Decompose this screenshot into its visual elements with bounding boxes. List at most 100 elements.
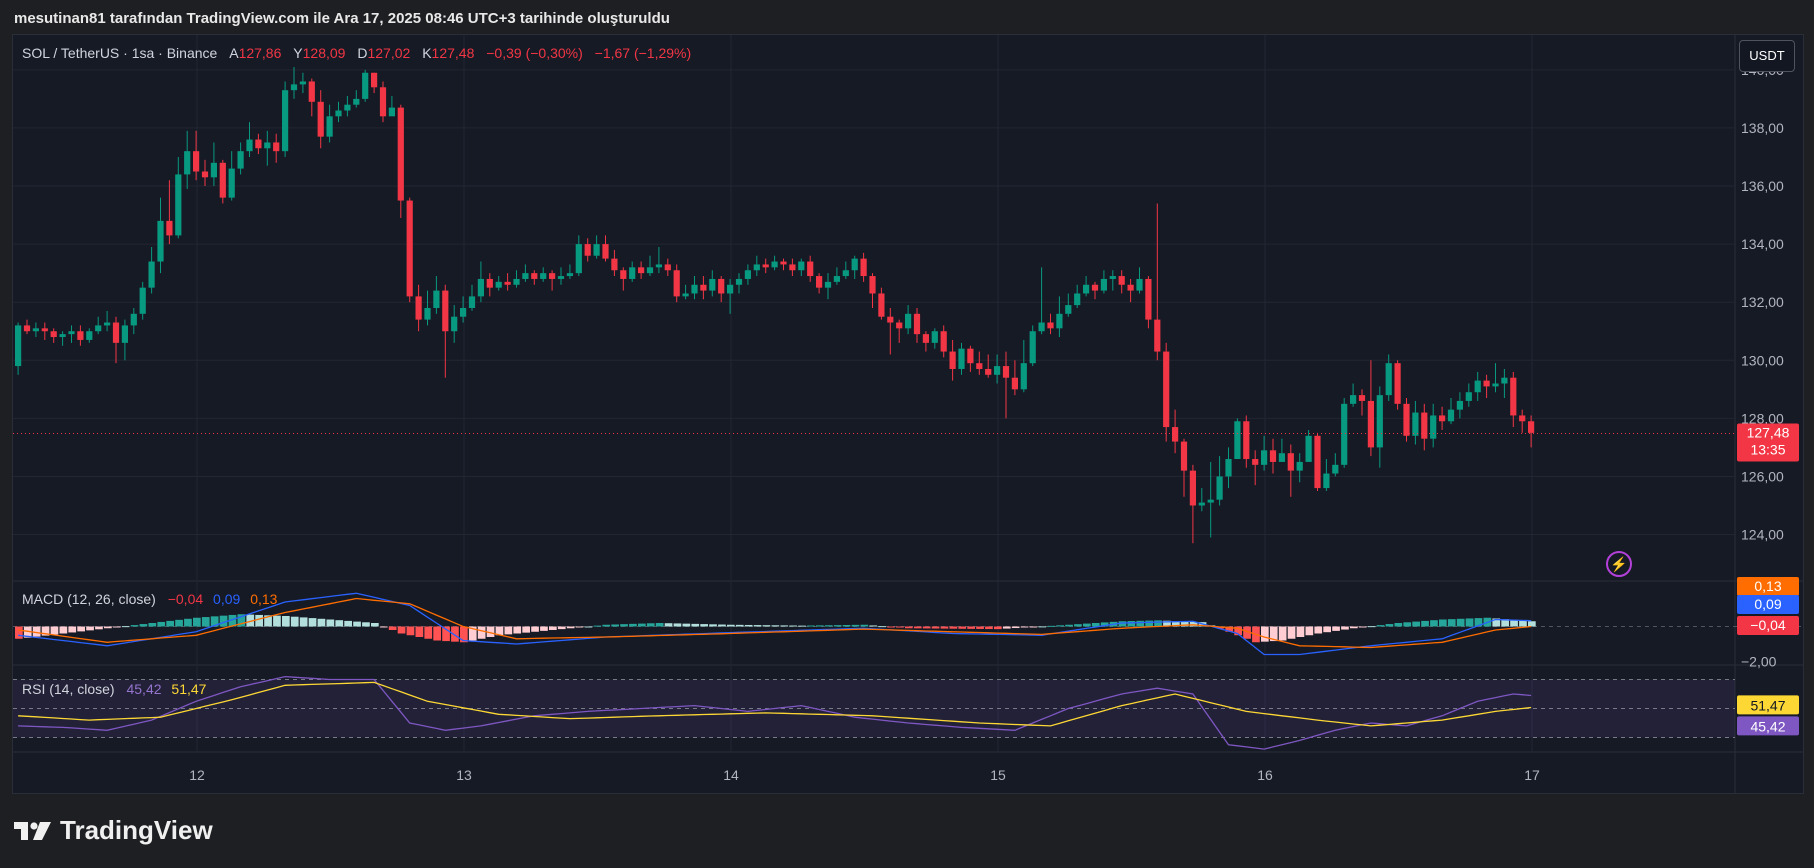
price-tick-label: 128,00	[1741, 410, 1784, 426]
chart-canvas[interactable]: 124,00 126,00 128,00 130,00 132,00 134,00 136,…	[13, 35, 1803, 793]
macd-histogram-bar	[210, 616, 219, 627]
macd-histogram-bar	[246, 614, 255, 627]
bar-countdown: 13:35	[1750, 441, 1785, 457]
macd-histogram-bar	[317, 618, 326, 627]
macd-histogram-bar	[709, 624, 717, 627]
candle-body	[611, 258, 618, 271]
candle-body	[860, 258, 867, 277]
candle-body	[460, 308, 467, 317]
symbol-title[interactable]: SOL / TetherUS · 1sa · Binance	[22, 45, 218, 61]
candle-body	[646, 267, 654, 274]
macd-histogram-bar	[371, 623, 379, 627]
candle-body	[1136, 278, 1143, 291]
candle-body	[1278, 453, 1285, 462]
macd-line	[18, 592, 1532, 656]
candle-body	[495, 281, 502, 288]
macd-histogram-bar	[557, 626, 566, 630]
macd-histogram-bar	[228, 614, 237, 627]
candle-body	[1483, 380, 1490, 387]
macd-histogram-bar	[184, 618, 192, 627]
candle-body	[940, 331, 947, 352]
candle-body	[735, 278, 743, 285]
macd-histogram-bar	[433, 626, 441, 641]
macd-histogram-bar	[1350, 626, 1358, 629]
candle-body	[896, 322, 903, 329]
macd-histogram-bar	[344, 620, 352, 627]
macd-histogram-bar	[905, 626, 913, 629]
candle-body	[130, 313, 137, 326]
macd-hist-value: −0,04	[167, 591, 204, 607]
macd-histogram-bar	[1501, 619, 1509, 627]
candle-body	[1269, 450, 1277, 462]
candle-body	[655, 264, 662, 268]
candle-body	[1261, 450, 1268, 465]
candle-body	[1216, 476, 1223, 500]
candle-body	[1083, 284, 1090, 294]
macd-histogram-bar	[86, 626, 94, 631]
rsi-legend[interactable]: RSI (14, close) 45,42 51,47	[22, 681, 206, 697]
macd-histogram-bar	[335, 620, 344, 627]
candle-body	[86, 331, 93, 340]
candle-body	[104, 322, 111, 326]
candle-body	[451, 316, 458, 332]
macd-value-badge	[1737, 595, 1799, 614]
macd-histogram-bar	[958, 626, 967, 629]
rsi-ma-line	[18, 681, 1532, 727]
candle-body	[1430, 415, 1437, 439]
candle-body	[335, 110, 342, 117]
last-price-badge	[1737, 423, 1799, 462]
chart-frame[interactable]: 124,00 126,00 128,00 130,00 132,00 134,00 136,…	[12, 34, 1804, 794]
macd-histogram-bar	[833, 625, 842, 627]
macd-histogram-bar	[1465, 618, 1474, 627]
price-tick-label: 126,00	[1741, 468, 1784, 484]
macd-histogram-bar	[1278, 626, 1287, 641]
candle-body	[50, 331, 57, 338]
candle-body	[1029, 331, 1036, 364]
candle-body	[1189, 470, 1196, 506]
high-value: 128,09	[302, 45, 346, 61]
macd-histogram-bar	[77, 626, 85, 632]
macd-legend[interactable]: MACD (12, 26, close) −0,04 0,09 0,13	[22, 591, 277, 607]
macd-histogram-bar	[468, 626, 477, 641]
candle-body	[1528, 421, 1535, 433]
lightning-icon[interactable]: ⚡	[1606, 551, 1632, 577]
macd-histogram-bar	[513, 626, 522, 634]
candle-body	[949, 351, 956, 369]
candle-body	[682, 293, 689, 297]
candle-body	[175, 174, 182, 236]
candle-body	[1412, 412, 1419, 436]
macd-histogram-bar	[1385, 624, 1394, 627]
macd-histogram-bar	[1172, 621, 1180, 627]
macd-histogram-bar	[1127, 621, 1136, 627]
currency-button[interactable]: USDT	[1739, 40, 1795, 72]
macd-histogram-bar	[807, 625, 815, 627]
macd-histogram-bar	[388, 626, 397, 630]
candle-body	[1065, 305, 1072, 314]
candle-body	[1492, 383, 1499, 387]
candle-body	[691, 284, 698, 294]
candle-body	[308, 81, 315, 102]
macd-histogram-bar	[1029, 626, 1038, 628]
macd-histogram-bar	[104, 626, 112, 629]
candle-body	[1439, 415, 1446, 422]
macd-histogram-bar	[798, 625, 806, 627]
candle-body	[1394, 363, 1401, 404]
candle-body	[531, 273, 538, 279]
macd-histogram-bar	[326, 619, 335, 627]
candle-body	[1341, 403, 1348, 465]
tradingview-logo-icon	[14, 821, 51, 840]
macd-histogram-bar	[593, 625, 602, 627]
candle-body	[540, 273, 547, 279]
macd-histogram-bar	[1323, 626, 1331, 633]
candle-body	[264, 142, 271, 149]
candle-body	[824, 281, 832, 288]
time-tick-label: 15	[990, 767, 1006, 783]
candle-body	[1456, 400, 1463, 410]
candle-body	[976, 363, 983, 369]
candle-body	[477, 278, 484, 297]
candle-body	[1243, 421, 1250, 460]
macd-histogram-bar	[700, 624, 708, 627]
macd-histogram-bar	[41, 626, 50, 636]
macd-histogram-bar	[1038, 626, 1047, 628]
macd-histogram-bar	[949, 626, 958, 629]
